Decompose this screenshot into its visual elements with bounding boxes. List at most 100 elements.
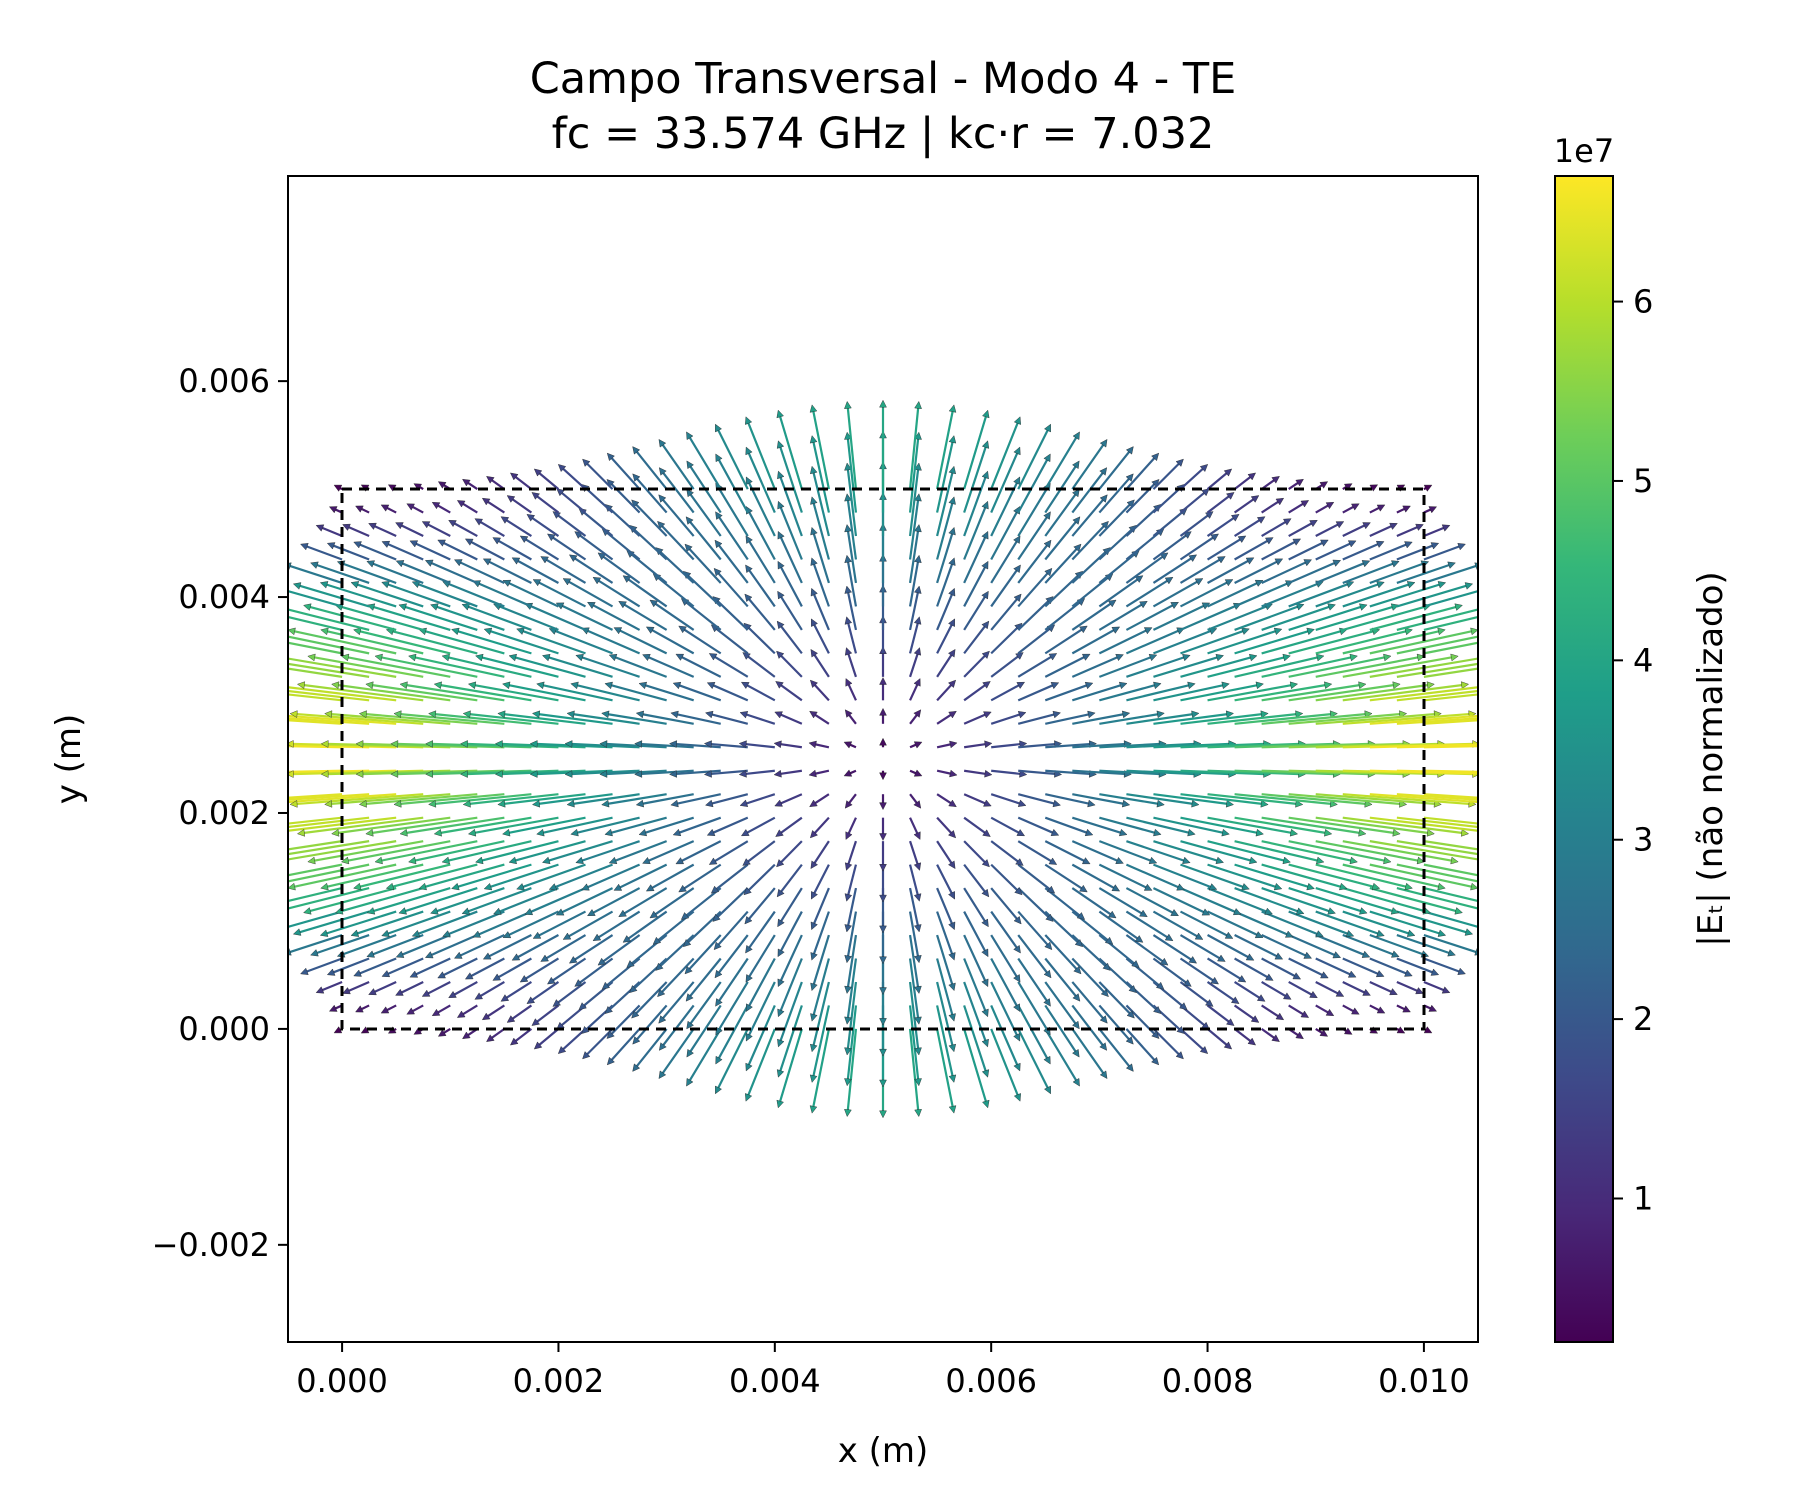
quiver-arrow-head [472,930,481,938]
quiver-arrow-head [1309,520,1318,528]
quiver-arrow [481,1004,505,1021]
quiver-arrow [658,1028,695,1079]
quiver-arrow [809,404,830,490]
quiver-arrow [879,817,887,841]
quiver-arrow-shaft [434,605,505,631]
quiver-arrow-head [1376,504,1386,512]
quiver-arrow-shaft [1396,887,1478,910]
quiver-arrow [1099,793,1165,808]
quiver-arrow-head [1247,472,1256,481]
quiver-arrow-head [1210,533,1219,542]
quiver-arrow-shaft [513,655,586,678]
quiver-arrow [1315,1027,1329,1037]
quiver-arrow-shaft [744,769,775,776]
quiver-arrow-head [331,681,340,689]
quiver-arrow-head [288,882,296,891]
quiver-arrow-shaft [584,486,614,514]
quiver-arrow-head [437,481,447,489]
quiver-arrow-shaft [716,571,749,608]
quiver-arrow [1179,1028,1209,1054]
quiver-arrow-shaft [779,816,803,835]
quiver-arrow-head [844,554,852,564]
quiver-arrow-shaft [1071,628,1116,655]
quiver-arrow-shaft [1288,582,1350,608]
quiver-arrow-head [1256,516,1266,524]
quiver-arrow-shaft [1179,466,1205,490]
quiver-arrow-shaft [521,863,586,889]
quiver-arrow [288,887,370,910]
quiver-arrow [936,526,956,584]
quiver-arrow-shaft [747,957,776,1008]
quiver-arrow-head [1215,856,1224,865]
quiver-arrow-head [948,648,956,658]
quiver-arrow-shaft [1098,840,1153,863]
quiver-arrow [658,494,695,537]
quiver-arrow [963,620,990,655]
quiver-arrow-head [1121,799,1131,808]
quiver-arrow-shaft [607,981,641,1012]
quiver-arrow-head [914,954,922,964]
quiver-arrow-head [1079,884,1088,893]
quiver-arrow-shaft [426,522,451,538]
quiver-arrow-shaft [710,793,749,806]
quiver-arrow [1342,1004,1360,1015]
quiver-arrow [1234,887,1305,915]
quiver-arrow-head [1099,439,1108,448]
quiver-arrow-head [844,893,853,902]
quiver-arrow [963,560,989,607]
quiver-arrow [1261,538,1302,561]
quiver-arrow-shaft [646,655,695,678]
quiver-arrow-shaft [288,863,343,877]
quiver-arrow [1369,657,1478,678]
quiver-arrow-head [1525,630,1533,637]
quiver-arrow [613,627,668,655]
quiver-arrow [568,934,614,964]
quiver-arrow-head [406,1007,415,1015]
quiver-arrow [990,816,1026,837]
quiver-arrow [1180,840,1258,865]
quiver-arrow-shaft [288,662,370,678]
quiver-arrow-head [844,1016,852,1025]
quiver-arrow-head [810,587,818,597]
quiver-arrow-head [234,881,242,888]
quiver-arrow-head [564,770,573,778]
quiver-arrow-shaft [371,605,451,631]
quiver-arrow-shaft [1342,542,1380,561]
quiver-arrow-head [844,431,852,440]
quiver-arrow-shaft [1044,492,1078,537]
quiver-arrow [1396,523,1424,538]
quiver-arrow-head [510,1037,519,1046]
quiver-arrow-head [670,799,679,808]
quiver-arrow-head [497,710,506,719]
quiver-arrow-shaft [1234,793,1333,806]
quiver-arrow [936,496,956,560]
quiver-arrow-head [300,967,309,975]
quiver-arrow-head [1375,540,1385,548]
quiver-arrow-head [1044,941,1053,951]
quiver-arrow-head [1339,882,1348,891]
quiver-arrow-shaft [1125,578,1170,608]
quiver-arrow [936,648,956,678]
quiver-arrow-shaft [1396,635,1478,655]
quiver-arrow-head [441,856,450,865]
quiver-arrow [843,769,857,777]
quiver-arrow-shaft [561,1028,587,1052]
quiver-arrow [1017,793,1061,808]
quiver-arrow-shaft [1396,563,1452,585]
quiver-arrow [1369,816,1478,832]
quiver-arrow [776,440,803,513]
quiver-arrow [341,840,451,865]
quiver-arrow-head [844,1078,852,1087]
quiver-arrow-shaft [812,840,830,866]
quiver-arrow-shaft [561,466,587,490]
quiver-arrow [303,603,397,631]
quiver-arrow-head [879,802,887,811]
quiver-arrow-head [631,1010,640,1019]
quiver-arrow-head [1125,473,1134,482]
quiver-arrow [963,1005,990,1078]
quiver-arrow-head [1125,1063,1134,1072]
quiver-arrow-shaft [288,793,343,799]
quiver-arrow [963,650,990,678]
quiver-arrow-head [1265,537,1274,545]
quiver-arrow [1017,653,1058,678]
